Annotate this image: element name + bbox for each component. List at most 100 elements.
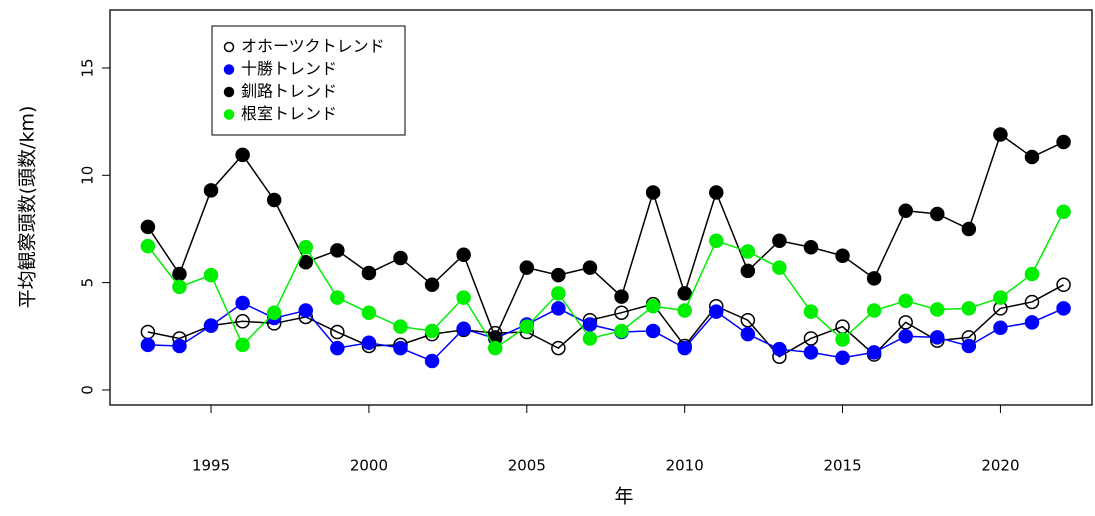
point	[614, 305, 629, 320]
legend-marker	[223, 41, 235, 53]
point	[203, 267, 219, 283]
legend-label: 十勝トレンド	[241, 59, 337, 78]
point	[898, 203, 913, 218]
y-tick-label: 0	[79, 385, 97, 395]
point	[835, 248, 850, 264]
legend-label: 根室トレンド	[241, 104, 337, 123]
y-tick-label: 10	[79, 166, 97, 185]
series-line	[147, 284, 1064, 358]
point	[645, 185, 661, 200]
point	[266, 192, 282, 208]
point	[551, 340, 566, 356]
point	[551, 301, 566, 316]
point	[1024, 294, 1040, 310]
x-tick-label: 2010	[666, 457, 704, 475]
point	[898, 293, 913, 309]
point	[709, 185, 724, 200]
point	[361, 305, 377, 320]
x-tick-label: 2020	[981, 457, 1019, 475]
point	[772, 260, 787, 275]
legend-marker	[223, 64, 235, 75]
point	[456, 290, 471, 305]
point	[140, 219, 156, 235]
point	[961, 221, 977, 237]
point	[203, 183, 219, 198]
point	[424, 353, 440, 369]
point	[993, 127, 1008, 142]
point	[487, 340, 503, 356]
x-tick-label: 2005	[508, 457, 546, 475]
x-tick-label: 1995	[192, 457, 230, 475]
point	[772, 341, 787, 357]
x-tick-label: 2015	[823, 457, 861, 475]
x-tick-label: 2000	[350, 457, 388, 475]
point	[1024, 149, 1040, 165]
point	[677, 286, 692, 301]
point	[709, 304, 724, 319]
point	[740, 263, 756, 279]
point	[330, 290, 345, 305]
point	[393, 340, 408, 356]
point	[898, 315, 913, 330]
point	[393, 250, 408, 266]
point	[645, 299, 661, 314]
point	[551, 286, 566, 301]
point	[961, 338, 977, 354]
point	[677, 303, 692, 318]
point	[645, 323, 661, 339]
point	[361, 335, 377, 350]
point	[993, 320, 1008, 335]
point	[1056, 204, 1071, 220]
point	[772, 233, 787, 249]
point	[519, 319, 535, 334]
point	[235, 295, 250, 311]
point	[930, 206, 945, 222]
point	[740, 312, 756, 328]
legend-label: 釧路トレンド	[241, 82, 337, 101]
point	[298, 303, 314, 318]
point	[898, 329, 913, 344]
point	[582, 331, 598, 346]
point	[866, 271, 882, 286]
point	[519, 260, 535, 275]
point	[740, 326, 756, 342]
point	[993, 290, 1008, 305]
point	[172, 338, 187, 354]
point	[1056, 134, 1071, 150]
point	[424, 323, 440, 339]
plot-box	[109, 9, 1093, 406]
point	[677, 340, 692, 356]
point	[393, 319, 408, 334]
point	[803, 331, 819, 346]
point	[203, 318, 219, 333]
legend-box	[211, 25, 406, 136]
point	[866, 345, 882, 360]
point	[1024, 266, 1040, 282]
point	[930, 302, 945, 317]
point	[866, 303, 882, 318]
point	[330, 243, 345, 258]
point	[235, 337, 250, 353]
point	[614, 289, 629, 304]
point	[582, 260, 598, 275]
point	[835, 350, 850, 366]
point	[424, 277, 440, 293]
y-tick-label: 5	[79, 278, 97, 288]
point	[740, 244, 756, 259]
point	[235, 314, 250, 329]
point	[172, 279, 187, 295]
point	[298, 239, 314, 255]
point	[1056, 277, 1071, 293]
point	[582, 317, 598, 332]
series-line	[147, 302, 1064, 362]
legend-label: オホーツクトレンド	[241, 37, 385, 56]
point	[172, 266, 187, 282]
point	[456, 321, 471, 337]
point	[835, 332, 850, 347]
point	[1056, 301, 1071, 316]
point	[930, 330, 945, 345]
point	[330, 324, 345, 340]
point	[266, 305, 282, 320]
point	[551, 267, 566, 283]
